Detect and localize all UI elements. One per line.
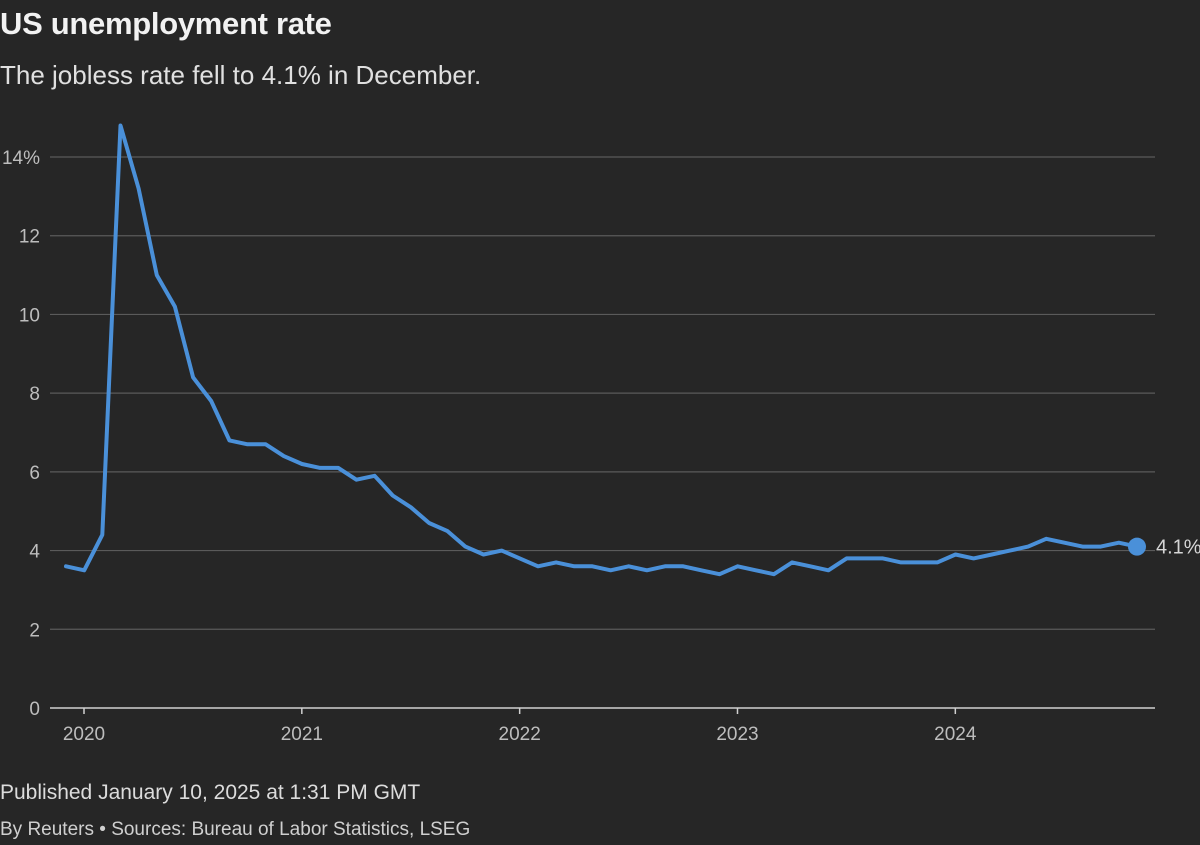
chart-subtitle: The jobless rate fell to 4.1% in Decembe… <box>0 60 482 90</box>
published-date: Published January 10, 2025 at 1:31 PM GM… <box>0 781 421 804</box>
end-point-marker <box>1128 537 1146 556</box>
y-tick-label: 10 <box>19 305 40 326</box>
y-tick-label: 2 <box>29 620 40 641</box>
y-tick-label: 8 <box>29 384 40 405</box>
y-tick-label: 14% <box>2 148 40 169</box>
series-line <box>64 123 1139 577</box>
y-axis-ticks: 0 2 4 6 8 10 12 14% <box>2 148 40 720</box>
y-tick-label: 0 <box>29 699 40 720</box>
end-value-label: 4.1% <box>1156 537 1200 559</box>
line-chart: 0 2 4 6 8 10 12 14% 2020 2021 2022 2023 2024 4.1% <box>2 123 1200 745</box>
y-tick-label: 6 <box>29 463 40 484</box>
y-tick-label: 12 <box>19 227 40 248</box>
x-tick-label: 2022 <box>499 724 541 745</box>
x-axis-ticks: 2020 2021 2022 2023 2024 <box>63 708 977 745</box>
grid-lines <box>50 156 1155 709</box>
x-tick-label: 2020 <box>63 724 105 745</box>
y-tick-label: 4 <box>29 542 40 563</box>
series-layer: 4.1% <box>64 123 1200 577</box>
x-tick-label: 2024 <box>934 724 977 745</box>
chart-title: US unemployment rate <box>0 6 332 41</box>
byline-sources: By Reuters • Sources: Bureau of Labor St… <box>0 819 471 840</box>
x-tick-label: 2021 <box>281 724 323 745</box>
x-tick-label: 2023 <box>716 724 758 745</box>
